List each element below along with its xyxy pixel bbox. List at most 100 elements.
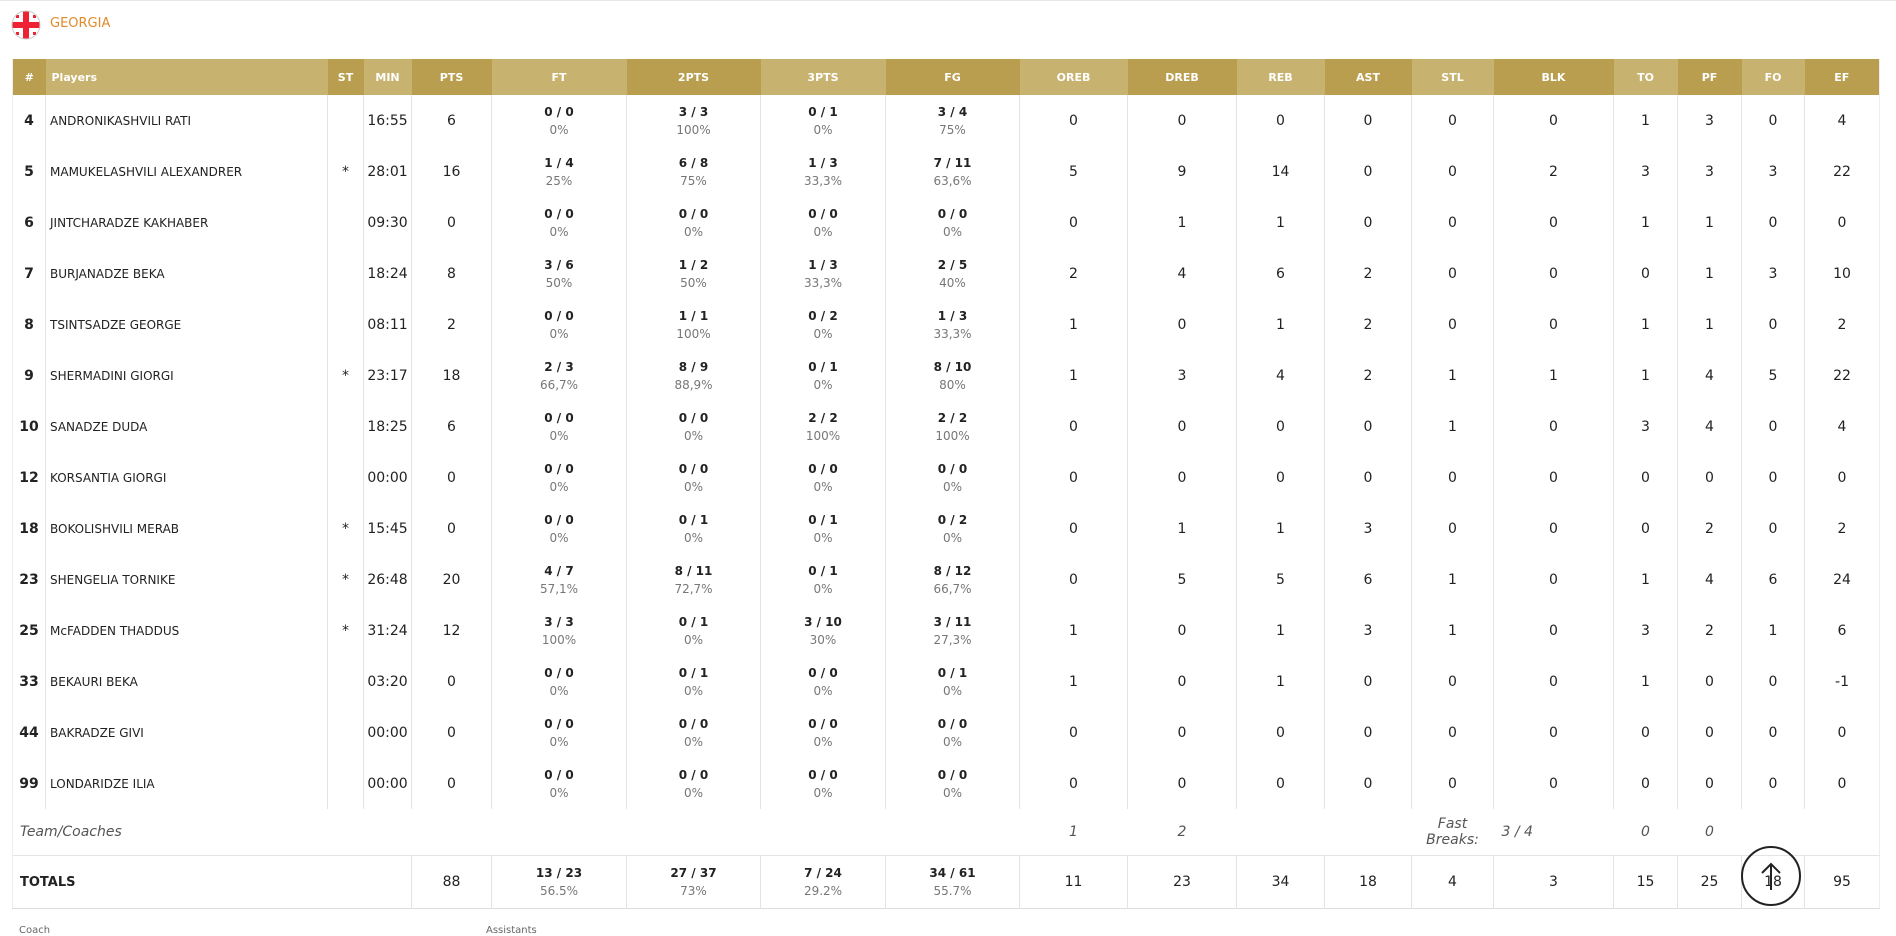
shots-made-attempted: 0 / 1	[808, 512, 838, 527]
stat-cell: 33	[19, 673, 39, 690]
shots-made-attempted: 0 / 2	[808, 308, 838, 323]
stat-cell: 1 / 3 33,3%	[760, 146, 886, 197]
stat-cell: 5	[1236, 554, 1325, 605]
totals-label: TOTALS	[12, 855, 412, 909]
stat-cell: 5	[1127, 554, 1237, 605]
column-header: 2PTS	[626, 59, 761, 95]
stat-cell: 0	[1127, 452, 1237, 503]
shots-made-attempted: 3 / 4	[937, 104, 968, 119]
player-name: BOKOLISHVILI MERAB	[45, 503, 328, 554]
stat-cell: 0 / 1 0%	[760, 554, 886, 605]
stat-cell: 0	[1493, 401, 1614, 452]
stat-cell: 22	[1804, 350, 1880, 401]
player-name: LONDARIDZE ILIA	[45, 758, 328, 809]
shot-percentage: 0%	[549, 785, 569, 800]
shots-made-attempted: 7 / 24	[804, 866, 842, 880]
stat-cell: 0 / 0 0%	[760, 758, 886, 809]
stat-cell: 0 / 0 0%	[885, 758, 1020, 809]
shot-percentage: 0%	[813, 785, 833, 800]
shots-made-attempted: 3 / 3	[678, 104, 709, 119]
total-cell: 11	[1019, 855, 1128, 909]
stat-cell: 2 / 3 66,7%	[491, 350, 627, 401]
stat-cell: 0 / 1 0%	[626, 503, 761, 554]
stat-cell: 5	[24, 163, 34, 180]
stat-cell: 0	[1411, 503, 1494, 554]
stat-cell: 3	[1613, 146, 1678, 197]
scroll-top-button[interactable]	[1741, 846, 1801, 906]
stat-cell: 8 / 12 66,7%	[885, 554, 1020, 605]
stat-cell: 4	[1804, 401, 1880, 452]
team-pf: 0	[1705, 824, 1714, 840]
total-cell: 27 / 37 73%	[626, 855, 761, 909]
column-header: #	[12, 59, 46, 95]
total-cell: 95	[1804, 855, 1880, 909]
team-label: Team/Coaches	[20, 824, 122, 840]
stat-cell: 3 / 4 75%	[885, 95, 1020, 146]
column-header: FT	[491, 59, 627, 95]
stat-cell: 0 / 0 0%	[885, 707, 1020, 758]
stat-cell: 16:55	[363, 95, 412, 146]
header-row: # Players ST MIN PTS FT 2PTS 3PTS FG OREB DREB REB A…	[12, 59, 1880, 95]
shots-made-attempted: 2 / 5	[937, 257, 968, 272]
column-header: MIN	[363, 59, 412, 95]
stat-cell	[327, 95, 364, 146]
stat-cell: *	[327, 605, 364, 656]
stat-cell: 1	[1411, 401, 1494, 452]
stat-cell: 1	[1019, 299, 1128, 350]
stat-cell: 0	[1236, 452, 1325, 503]
stat-cell: 0	[1127, 707, 1237, 758]
stat-cell: 4	[1804, 95, 1880, 146]
shots-made-attempted: 3 / 11	[933, 614, 972, 629]
shots-made-attempted: 8 / 12	[933, 563, 972, 578]
column-header: FO	[1741, 59, 1805, 95]
stat-cell: 0	[1741, 95, 1805, 146]
stat-cell: 2	[1019, 248, 1128, 299]
box-score-table: # Players ST MIN PTS FT 2PTS 3PTS FG OREB DREB REB A…	[12, 59, 1880, 909]
stat-cell: 2 / 5 40%	[885, 248, 1020, 299]
stat-cell: 0 / 0 0%	[885, 197, 1020, 248]
stat-cell: 0	[1613, 452, 1678, 503]
shot-percentage: 66,7%	[539, 377, 579, 392]
shots-made-attempted: 0 / 0	[544, 206, 574, 221]
stat-cell: 2	[1804, 299, 1880, 350]
player-name: McFADDEN THADDUS	[45, 605, 328, 656]
stat-cell: 6	[411, 95, 492, 146]
stat-cell: 26:48	[363, 554, 412, 605]
stat-cell: 0	[1804, 707, 1880, 758]
stat-cell: *	[327, 503, 364, 554]
stat-cell: 1	[1127, 503, 1237, 554]
stat-cell: 0	[411, 758, 492, 809]
stat-cell: 0	[1324, 656, 1412, 707]
stat-cell: 0 / 0 0%	[626, 758, 761, 809]
stat-cell: 4	[1677, 401, 1742, 452]
stat-cell: 1	[1019, 605, 1128, 656]
total-cell: 3	[1493, 855, 1614, 909]
shots-made-attempted: 1 / 4	[544, 155, 574, 170]
shots-made-attempted: 0 / 0	[678, 410, 709, 425]
stat-cell: 0	[1493, 299, 1614, 350]
stat-cell: 3	[1677, 95, 1742, 146]
stat-cell: 0 / 0 0%	[491, 95, 627, 146]
shots-made-attempted: 8 / 10	[933, 359, 972, 374]
stat-cell: 0 / 0 0%	[760, 197, 886, 248]
shots-made-attempted: 0 / 0	[678, 206, 709, 221]
shot-percentage: 0%	[683, 785, 704, 800]
stat-cell: 0 / 0 0%	[760, 452, 886, 503]
stat-cell: 0	[1019, 95, 1128, 146]
shots-made-attempted: 0 / 1	[937, 665, 968, 680]
shot-percentage: 0%	[813, 224, 833, 239]
stat-cell: *	[327, 554, 364, 605]
fast-breaks-value: 3 / 4	[1501, 824, 1533, 840]
shot-percentage: 0%	[813, 479, 833, 494]
shot-percentage: 33,3%	[933, 326, 972, 341]
stat-cell: 00:00	[363, 758, 412, 809]
shot-percentage: 0%	[683, 632, 704, 647]
shot-percentage: 0%	[813, 377, 833, 392]
shot-percentage: 25%	[545, 173, 573, 188]
column-header: DREB	[1127, 59, 1237, 95]
column-header: ST	[327, 59, 364, 95]
player-row: 25 McFADDEN THADDUS * 31:24 12 3 / 3 100% 0 / 1…	[13, 605, 1880, 656]
total-cell: 23	[1127, 855, 1237, 909]
shots-made-attempted: 3 / 6	[544, 257, 574, 272]
stat-cell: 0	[1741, 503, 1805, 554]
